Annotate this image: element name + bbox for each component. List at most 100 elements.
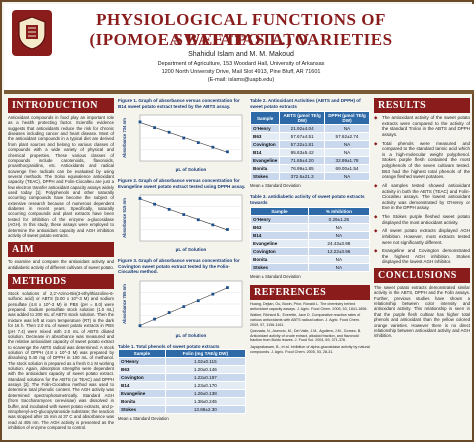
figure-2-svg: µL of Solution Absorbance 515 nm xyxy=(122,194,243,252)
table-cell: 1.02±0.115 xyxy=(164,357,247,366)
data-point xyxy=(153,126,156,130)
table-2-note: Mean ± Standard Deviation xyxy=(250,183,301,188)
table-3-body: O'Henry 0.29±1.25 B63 NA B14 NA Evangeline 24.4… xyxy=(250,215,371,272)
data-point xyxy=(182,304,186,308)
table-row: Bonita 1.38±0.245 xyxy=(118,397,247,406)
table-row: Evangeline 1.26±0.138 xyxy=(118,389,247,398)
table-row: B63 1.20±0.146 xyxy=(118,365,247,374)
table-cell: NA xyxy=(324,124,370,133)
table-cell: 95.63±5.42 xyxy=(279,148,326,157)
table-row: B63 NA xyxy=(250,223,371,232)
poster-authors: Shahidul Islam and M. M. Makoud xyxy=(188,51,294,58)
results-list: The antioxidant activity of the sweet po… xyxy=(374,115,470,265)
data-point xyxy=(211,292,215,296)
table-1-note: Mean ± Standard Deviation xyxy=(118,416,169,421)
table-cell: NA xyxy=(307,231,371,240)
table-3-note: Mean ± Standard Deviation xyxy=(250,274,301,279)
table-cell: 1.22±0.197 xyxy=(164,373,247,382)
affiliation-address: 1200 North University Drive, Mail Slot 4… xyxy=(161,69,321,75)
table-cell: NA xyxy=(324,140,370,149)
affiliation-email: (E-mail: islams@uapb.edu) xyxy=(207,77,275,83)
references-list: Huang, Dejian, Ou, Boxin, Prior, Ronald … xyxy=(250,302,370,354)
table-cell: Covington xyxy=(249,140,281,149)
data-point xyxy=(211,223,215,227)
table-cell: B63 xyxy=(249,132,281,141)
table-header-cell: Sample xyxy=(118,349,166,358)
table-cell: NA xyxy=(307,263,371,272)
table-cell: Bonita xyxy=(118,397,166,406)
table-1: Sample Folin (mg TAE/g DW) O'Henry 1.02±0.… xyxy=(118,349,247,414)
table-row: Stokes 372.6±21.3 NA xyxy=(249,172,370,181)
table-2-header-row: Sample ABTS (µmol TE/g DW) DPPH (µmol TE/g… xyxy=(249,111,370,125)
table-header-cell: ABTS (µmol TE/g DW) xyxy=(279,111,326,125)
table-cell: 71.65±4.20 xyxy=(279,156,326,165)
table-row: B14 95.63±5.42 NA xyxy=(249,148,370,157)
reference-item: Walker, Richard B., Everette, Jace D. Co… xyxy=(250,313,361,327)
table-cell: NA xyxy=(324,172,370,181)
data-point xyxy=(226,285,229,289)
table-cell: O'Henry xyxy=(118,357,166,366)
data-point xyxy=(153,317,156,321)
table-cell: B63 xyxy=(250,223,309,232)
table-row: O'Henry 21.92±4.04 NA xyxy=(249,124,370,133)
results-item: The Stokes purple fleshed sweet potato d… xyxy=(374,214,470,225)
table-row: Covington 12.22±3.96 xyxy=(250,247,371,256)
aim-heading: AIM xyxy=(8,242,114,258)
data-point xyxy=(182,136,186,140)
column-2: Figure 1. Graph of absorbance versus con… xyxy=(118,98,247,421)
table-row: Bonita 76.99±1.85 69.00±1.54 xyxy=(249,164,370,173)
table-cell: 57.67±4.51 xyxy=(279,132,326,141)
x-axis-label: µL of Solution xyxy=(176,247,207,252)
table-row: O'Henry 1.02±0.115 xyxy=(118,357,247,366)
table-cell: 57.32±1.81 xyxy=(279,140,326,149)
table-cell: 1.20±0.146 xyxy=(164,365,247,374)
table-row: Covington 1.22±0.197 xyxy=(118,373,247,382)
conclusions-heading: CONCLUSIONS xyxy=(374,268,470,283)
figure-2-caption: Figure 2. Graph of absorbance versus con… xyxy=(118,178,246,189)
data-point xyxy=(196,298,200,302)
table-header-cell: Sample xyxy=(249,111,281,125)
affiliation-department: Department of Agriculture, 153 Woodard H… xyxy=(157,61,325,67)
y-axis-label: Absorbance 765 nm xyxy=(122,283,127,323)
table-cell: Stokes xyxy=(249,172,281,181)
table-3-header-row: Sample% Inhibition xyxy=(250,207,371,216)
table-cell: 1.38±0.245 xyxy=(164,397,247,406)
x-axis-label: µL of Solution xyxy=(176,167,207,172)
results-item: The antioxidant activity of the sweet po… xyxy=(374,115,470,138)
table-2-body: O'Henry 21.92±4.04 NA B63 57.67±4.51 57.62±2.… xyxy=(249,124,370,181)
data-point xyxy=(182,213,186,216)
table-cell: B14 xyxy=(249,148,281,157)
table-row: Evangeline 24.43±3.98 xyxy=(250,239,371,248)
table-cell: 76.99±1.85 xyxy=(279,164,326,173)
results-item: All sweet potato extracts displayed AGH … xyxy=(374,228,470,245)
poster-title-line1: PHYSIOLOGICAL FUNCTIONS OF SWEETPOTATO xyxy=(96,10,386,49)
conclusions-text: The sweet potato extracts demonstrated s… xyxy=(374,285,470,339)
introduction-heading: INTRODUCTION xyxy=(8,98,114,113)
table-cell: Bonita xyxy=(250,255,309,264)
figure-1-caption: Figure 1. Graph of absorbance versus con… xyxy=(118,98,240,109)
table-row: B63 57.67±4.51 57.62±2.74 xyxy=(249,132,370,141)
table-3-caption: Table 3. antidiabetic activity of sweet … xyxy=(250,194,365,205)
table-cell: B14 xyxy=(250,231,309,240)
table-cell: Evangeline xyxy=(250,239,309,248)
table-cell: 1.26±0.138 xyxy=(164,389,247,398)
table-cell: Stokes xyxy=(118,405,166,414)
data-point xyxy=(167,130,171,134)
table-3: Sample% Inhibition O'Henry 0.29±1.25 B63 NA… xyxy=(250,207,371,272)
column-1: INTRODUCTION Antioxidant compounds in fo… xyxy=(8,98,114,430)
data-point xyxy=(196,218,200,222)
references-heading: REFERENCES xyxy=(250,285,370,300)
table-cell: Evangeline xyxy=(249,156,281,165)
data-point xyxy=(226,228,229,231)
table-cell: B63 xyxy=(118,365,166,374)
table-1-body: O'Henry 1.02±0.115 B63 1.20±0.146 Covington 1… xyxy=(118,357,247,414)
table-cell: 24.43±3.98 xyxy=(307,239,371,248)
table-header-cell: Folin (mg TAE/g DW) xyxy=(164,349,247,358)
table-row: Evangeline 71.65±4.20 32.99±1.78 xyxy=(249,156,370,165)
table-row: B14 NA xyxy=(250,231,371,240)
table-cell: Covington xyxy=(250,247,309,256)
x-axis-label: µL of Solution xyxy=(176,333,207,338)
table-2: Sample ABTS (µmol TE/g DW) DPPH (µmol TE/g… xyxy=(249,111,370,181)
methods-text: Stock solutions of 2,2'-Azino-Bis(3-ethy… xyxy=(8,290,114,430)
data-point xyxy=(226,150,229,154)
